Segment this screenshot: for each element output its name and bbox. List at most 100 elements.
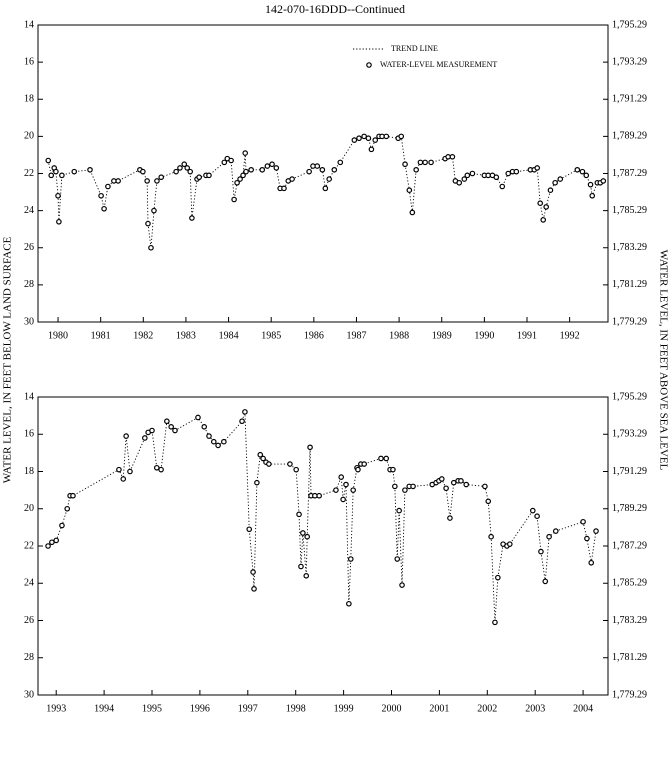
y-tick-label: 24	[24, 205, 34, 216]
measurement	[189, 215, 195, 221]
measurement	[304, 533, 310, 540]
measurement	[98, 192, 104, 199]
measurement	[534, 513, 540, 520]
measurement	[246, 526, 253, 533]
measurement	[593, 528, 599, 534]
measurement	[378, 455, 384, 462]
measurement	[456, 179, 463, 186]
measurement	[394, 556, 401, 562]
measurement	[215, 442, 221, 449]
measurement	[206, 433, 212, 439]
measurement	[588, 559, 595, 566]
measurement	[333, 487, 339, 493]
measurement	[398, 133, 405, 140]
measurement	[59, 172, 65, 179]
measurement	[406, 187, 413, 194]
measurement	[307, 444, 313, 451]
y2-tick-label: 1,781.29	[612, 652, 647, 663]
measurement	[351, 137, 358, 143]
measurement	[210, 438, 217, 445]
measurement	[115, 178, 121, 184]
measurement	[584, 535, 590, 542]
measurement	[507, 541, 513, 547]
measurement	[322, 185, 329, 192]
measurement	[413, 166, 419, 173]
measurement	[56, 218, 62, 225]
measurement	[402, 487, 408, 493]
measurement	[469, 170, 476, 177]
measurement	[168, 423, 174, 430]
measurement	[142, 435, 148, 441]
y2-tick-label: 1,787.29	[612, 168, 647, 179]
y2-tick-label: 1,789.29	[612, 503, 647, 514]
measurement	[417, 159, 424, 166]
measurement	[356, 135, 362, 142]
x-tick-label: 2004	[573, 703, 593, 714]
measurement	[172, 427, 178, 434]
y-tick-label: 20	[24, 503, 34, 514]
measurement	[552, 528, 559, 534]
y2-tick-label: 1,785.29	[612, 205, 647, 216]
measurement	[221, 159, 228, 166]
trend-line	[47, 135, 604, 248]
measurement	[410, 483, 416, 490]
measurement	[392, 483, 398, 490]
measurement	[543, 204, 549, 210]
x-tick-label: 1998	[286, 703, 306, 714]
legend-label: TREND LINE	[391, 44, 438, 53]
measurement	[365, 135, 372, 142]
measurement	[145, 220, 151, 227]
measurement	[289, 176, 295, 182]
measurement	[350, 487, 356, 493]
measurement	[587, 181, 594, 188]
y-tick-label: 18	[24, 466, 34, 477]
measurement	[402, 161, 408, 168]
measurement	[368, 146, 375, 153]
measurement	[579, 168, 586, 175]
y-tick-label: 28	[24, 652, 34, 663]
measurement	[303, 572, 310, 579]
measurement	[120, 476, 127, 482]
measurement	[266, 461, 272, 467]
legend-label: WATER-LEVEL MEASUREMENT	[380, 60, 497, 69]
y-tick-label: 16	[24, 56, 34, 67]
measurement	[148, 244, 154, 251]
measurement	[264, 163, 271, 169]
measurement	[488, 533, 494, 540]
x-tick-label: 1985	[261, 330, 281, 341]
measurement	[87, 166, 93, 173]
x-tick-label: 1988	[389, 330, 409, 341]
measurement	[242, 150, 248, 156]
measurement	[542, 578, 549, 585]
x-tick-label: 1997	[238, 703, 258, 714]
measurement	[361, 461, 367, 467]
measurement	[70, 492, 76, 499]
measurement	[231, 196, 237, 203]
measurement	[482, 483, 488, 490]
measurement	[59, 522, 65, 529]
measurement	[273, 165, 280, 171]
y-tick-label: 16	[24, 429, 34, 440]
y-tick-label: 22	[24, 540, 34, 551]
x-tick-label: 1993	[46, 703, 66, 714]
measurement	[499, 183, 506, 190]
x-tick-label: 1995	[142, 703, 162, 714]
measurement	[237, 176, 243, 182]
title: 142-070-16DDD--Continued	[265, 2, 405, 16]
y2-tick-label: 1,795.29	[612, 391, 647, 402]
y-tick-label: 26	[24, 242, 34, 253]
measurement	[428, 159, 434, 166]
measurement	[390, 466, 396, 473]
trend-line	[47, 411, 597, 623]
x-tick-label: 1987	[346, 330, 366, 341]
measurement	[287, 461, 293, 467]
measurement	[450, 479, 457, 486]
measurement	[589, 192, 596, 199]
measurement	[538, 548, 544, 555]
measurement	[337, 159, 344, 166]
x-tick-label: 1990	[474, 330, 494, 341]
y2-tick-label: 1,795.29	[612, 19, 647, 30]
measurement	[447, 515, 453, 521]
measurement	[206, 172, 212, 179]
